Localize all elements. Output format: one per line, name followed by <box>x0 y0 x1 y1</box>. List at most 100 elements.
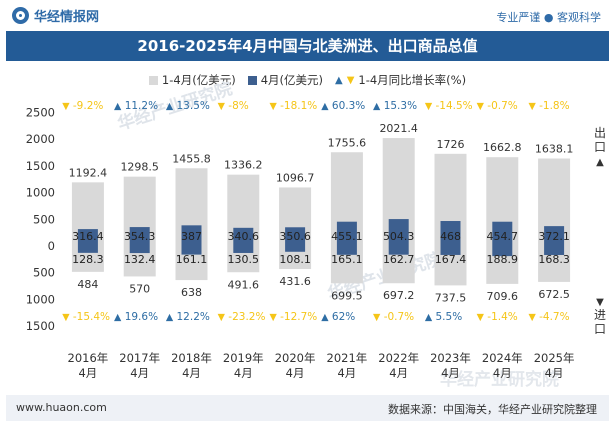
label-import-ytd: 672.5 <box>538 288 570 301</box>
label-import-ytd: 491.6 <box>228 278 260 291</box>
growth-import-label: -0.7% <box>384 311 414 323</box>
y-tick-label: 500 <box>33 266 55 280</box>
chart-title: 2016-2025年4月中国与北美洲进、出口商品总值 <box>137 37 478 55</box>
x-tick-label: 2018年 <box>171 351 212 365</box>
bar-import-month <box>336 246 357 255</box>
label-import-month: 128.3 <box>72 253 104 266</box>
bar-export-month <box>388 219 409 246</box>
logo-icon <box>12 7 29 24</box>
label-export-month: 354.3 <box>124 230 156 243</box>
growth-export-down-icon: ▼ <box>477 101 485 112</box>
growth-import-label: -15.4% <box>73 311 110 323</box>
legend-label-growth: 1-4月同比增长率(%) <box>358 73 467 87</box>
bar-export-month <box>233 227 254 246</box>
label-import-month: 130.5 <box>228 253 260 266</box>
label-export-ytd: 1638.1 <box>535 143 574 156</box>
x-tick-label: 4月 <box>182 366 201 380</box>
label-import-month: 162.7 <box>383 253 415 266</box>
bar-export-month <box>492 221 513 246</box>
label-import-ytd: 697.2 <box>383 289 415 302</box>
legend-up-triangle-icon: ▲ <box>334 74 343 86</box>
growth-import-label: 19.6% <box>125 311 158 323</box>
growth-import-down-icon: ▼ <box>477 312 485 323</box>
label-import-ytd: 570 <box>129 282 150 295</box>
legend-swatch-blue <box>247 75 257 85</box>
label-export-ytd: 1726 <box>437 138 465 151</box>
label-import-ytd: 638 <box>181 286 202 299</box>
label-import-month: 132.4 <box>124 253 156 266</box>
label-import-month: 165.1 <box>331 253 363 266</box>
label-export-ytd: 1662.8 <box>483 141 522 154</box>
x-tick-label: 2022年 <box>378 351 419 365</box>
footer: www.huaon.com 数据来源：中国海关，华经产业研究院整理 <box>6 395 609 421</box>
label-export-month: 468 <box>440 230 461 243</box>
legend-item-growth: ▲ ▼ 1-4月同比增长率(%) <box>335 72 466 88</box>
y-tick-label: 2500 <box>26 106 55 120</box>
label-export-ytd: 1192.4 <box>69 166 108 179</box>
bar-import-month <box>233 246 254 253</box>
label-export-ytd: 1096.7 <box>276 171 315 184</box>
x-tick-label: 4月 <box>78 366 97 380</box>
x-tick-label: 4月 <box>286 366 305 380</box>
bar-import-month <box>77 246 98 253</box>
y-tick-label: 0 <box>48 239 55 253</box>
label-export-month: 504.3 <box>383 230 415 243</box>
y-tick-label: 1000 <box>26 292 55 306</box>
x-tick-label: 2023年 <box>430 351 471 365</box>
label-import-month: 188.9 <box>487 253 519 266</box>
x-tick-label: 4月 <box>545 366 564 380</box>
growth-import-up-icon: ▲ <box>166 312 174 323</box>
legend-down-triangle-icon: ▼ <box>346 74 355 86</box>
growth-export-label: -0.7% <box>487 100 517 112</box>
legend-swatch-grey <box>148 75 158 85</box>
label-export-ytd: 1755.6 <box>328 136 367 149</box>
bar-export-month <box>77 229 98 246</box>
label-import-ytd: 709.6 <box>487 290 519 303</box>
y-tick-label: 2000 <box>26 132 55 146</box>
y-tick-label: 500 <box>33 212 55 226</box>
top-bar: 华经情报网 专业严谨 ● 客观科学 <box>0 0 615 30</box>
growth-import-down-icon: ▼ <box>62 312 70 323</box>
bar-export-month <box>129 227 150 246</box>
x-tick-label: 2020年 <box>275 351 316 365</box>
growth-import-down-icon: ▼ <box>528 312 536 323</box>
growth-export-down-icon: ▼ <box>425 101 433 112</box>
legend: 1-4月(亿美元) 4月(亿美元) ▲ ▼ 1-4月同比增长率(%) <box>0 70 615 90</box>
x-tick-label: 4月 <box>389 366 408 380</box>
x-tick-label: 2025年 <box>534 351 575 365</box>
x-tick-label: 2016年 <box>68 351 109 365</box>
y-tick-label: 1500 <box>26 319 55 333</box>
growth-export-label: 13.5% <box>177 100 210 112</box>
bar-export-month <box>544 226 565 246</box>
x-tick-label: 4月 <box>493 366 512 380</box>
footer-source: 数据来源：中国海关，华经产业研究院整理 <box>388 403 597 416</box>
growth-import-down-icon: ▼ <box>218 312 226 323</box>
growth-export-label: -14.5% <box>436 100 473 112</box>
footer-url: www.huaon.com <box>16 401 107 414</box>
bar-import-month <box>544 246 565 255</box>
bar-import-month <box>285 246 306 252</box>
label-export-month: 454.7 <box>487 230 519 243</box>
label-import-ytd: 699.5 <box>331 289 363 302</box>
label-import-ytd: 484 <box>77 278 98 291</box>
x-tick-label: 4月 <box>337 366 356 380</box>
watermark-text: 华经产业研究院 <box>440 369 559 390</box>
growth-export-label: -1.8% <box>539 100 569 112</box>
logo: 华经情报网 <box>12 6 99 25</box>
label-export-ytd: 1336.2 <box>224 159 263 172</box>
label-export-month: 350.6 <box>279 230 311 243</box>
x-tick-label: 2024年 <box>482 351 523 365</box>
growth-export-label: 15.3% <box>384 100 417 112</box>
label-export-ytd: 1455.8 <box>172 152 211 165</box>
bar-export-month <box>181 225 202 246</box>
growth-import-label: 12.2% <box>177 311 210 323</box>
side-label-export: 出 <box>594 126 606 140</box>
y-tick-label: 1500 <box>26 159 55 173</box>
label-export-month: 387 <box>181 230 202 243</box>
bar-import-month <box>181 246 202 255</box>
label-import-month: 167.4 <box>435 253 467 266</box>
label-export-month: 340.6 <box>228 230 260 243</box>
growth-export-up-icon: ▲ <box>321 101 329 112</box>
side-label-import: 进 <box>594 308 606 322</box>
growth-export-down-icon: ▼ <box>218 101 226 112</box>
